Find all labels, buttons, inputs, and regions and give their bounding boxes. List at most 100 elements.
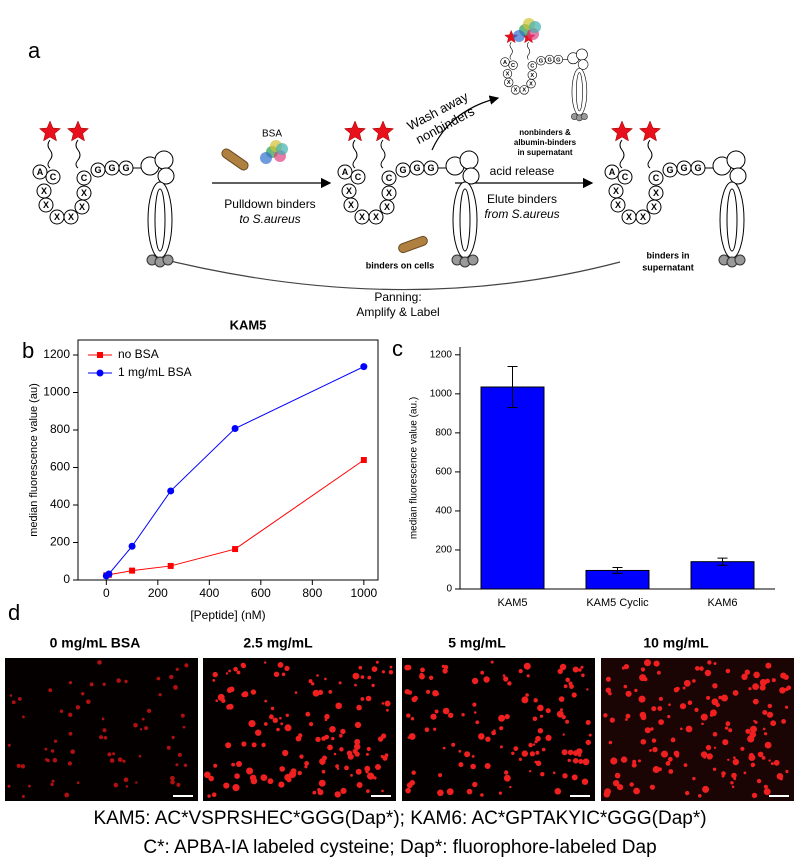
cell (509, 785, 512, 789)
cell (371, 683, 375, 688)
diagram-label: to S.aureus (239, 212, 300, 226)
cell (507, 681, 512, 686)
x-tick-label: 600 (251, 586, 271, 600)
cell (731, 772, 737, 779)
phage-body (575, 72, 583, 112)
residue-label: X (68, 212, 74, 222)
cell (255, 729, 262, 736)
cell (603, 713, 608, 718)
cell (503, 774, 511, 782)
diagram-label: Amplify & Label (356, 305, 439, 319)
residue-label: X (640, 212, 646, 222)
residue-label: C (622, 172, 629, 182)
cell (81, 692, 85, 696)
cell (724, 726, 729, 730)
cell (344, 765, 349, 771)
cell (603, 791, 610, 798)
cell (705, 744, 712, 751)
cell (675, 686, 680, 691)
cell (585, 720, 591, 725)
cell (571, 692, 577, 698)
residue-label: G (427, 163, 434, 173)
y-tick-label: 200 (435, 545, 452, 556)
cell (68, 712, 73, 717)
residue (32, 164, 48, 180)
cell (683, 679, 691, 687)
cell (389, 665, 393, 669)
cell (610, 757, 618, 765)
cell (569, 684, 574, 689)
cell (557, 668, 563, 674)
linker (75, 139, 81, 169)
cell (367, 675, 372, 680)
cell (687, 700, 693, 705)
error-bar (717, 557, 728, 566)
y-tick-label: 1000 (430, 388, 453, 399)
cell (411, 770, 416, 775)
cell (721, 694, 728, 702)
cell (770, 720, 777, 727)
cell (409, 780, 415, 786)
cell (308, 679, 313, 684)
residue (508, 60, 518, 70)
residue (527, 70, 537, 80)
y-tick-label: 200 (50, 535, 70, 549)
residue (648, 170, 664, 186)
cell (751, 764, 754, 768)
cell (461, 713, 465, 717)
y-axis-label: median fluorescence value (au) (28, 383, 40, 536)
linker (619, 139, 625, 169)
cell (279, 716, 282, 720)
cell (335, 764, 339, 769)
cell (545, 734, 552, 742)
cell (472, 781, 478, 788)
cell (338, 681, 342, 685)
cell (565, 677, 570, 683)
residue-label: X (506, 72, 510, 78)
cell (250, 777, 258, 785)
cell (367, 772, 375, 780)
cell (356, 704, 362, 711)
residue-label: X (530, 73, 534, 79)
residue (635, 209, 651, 225)
phage-body (459, 188, 471, 252)
cell (644, 727, 651, 734)
diagram-label: Elute binders (487, 192, 557, 206)
series-line (106, 366, 365, 577)
residue (504, 77, 514, 88)
cell (491, 730, 496, 736)
residue-label: C (653, 173, 660, 183)
cell (227, 687, 232, 692)
bacterium (221, 148, 249, 171)
cell (751, 792, 758, 799)
cell (67, 761, 72, 766)
residue (118, 160, 134, 176)
cell (534, 760, 538, 764)
linker (509, 41, 513, 60)
phage-tail (734, 254, 746, 266)
residue (604, 164, 620, 180)
cell (381, 670, 385, 674)
cell (694, 707, 699, 713)
residue-label: X (529, 81, 533, 87)
cell (76, 781, 80, 784)
residue (368, 209, 384, 225)
cell (147, 708, 152, 714)
cell (135, 781, 138, 784)
cell (692, 776, 696, 781)
cell (572, 758, 579, 764)
panel-label: b (22, 338, 34, 363)
cell (176, 782, 181, 787)
cell (581, 778, 589, 785)
cell (407, 690, 413, 695)
cell (639, 674, 647, 682)
fluorophore (38, 120, 62, 142)
cell (552, 771, 556, 775)
cell (324, 713, 330, 720)
legend-marker (97, 352, 103, 358)
x-tick-label: 0 (103, 586, 110, 600)
cell (576, 748, 583, 755)
cell (554, 788, 562, 795)
